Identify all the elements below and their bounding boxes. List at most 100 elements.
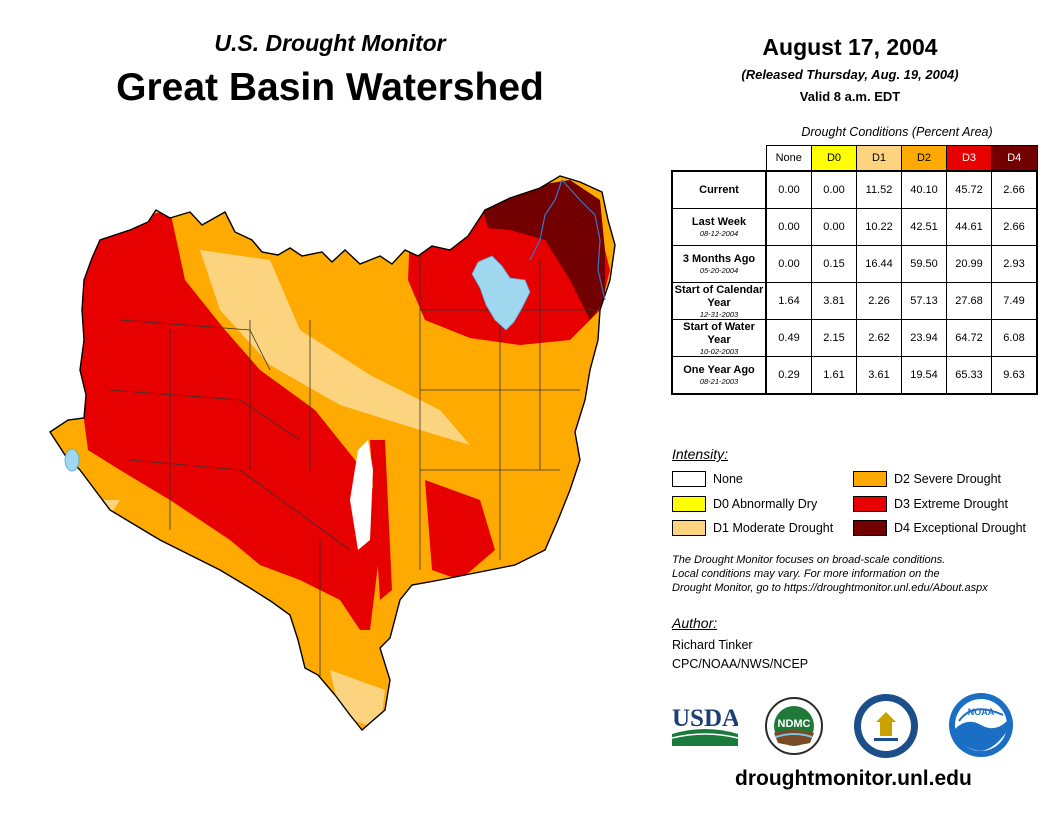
col-header-d4: D4 <box>991 145 1038 172</box>
legend-label: D1 Moderate Drought <box>713 521 834 535</box>
ndmc-logo: NDMC <box>765 697 823 755</box>
row-label: One Year Ago <box>683 364 755 376</box>
legend-item-d3: D3 Extreme Drought <box>853 496 1008 512</box>
table-row: 3 Months Ago 05-20-2004 0.00 0.15 16.44 5… <box>671 245 1038 283</box>
legend-label: D0 Abnormally Dry <box>713 497 818 511</box>
table-cell: 19.54 <box>901 356 947 395</box>
table-cell: 65.33 <box>946 356 992 395</box>
table-cell: 2.66 <box>991 208 1038 246</box>
noaa-logo: NOAA <box>949 693 1013 757</box>
table-cell: 57.13 <box>901 282 947 320</box>
col-header-d1: D1 <box>856 145 902 172</box>
table-row: Start of Calendar Year 12-31-2003 1.64 3.… <box>671 282 1038 320</box>
row-label: Last Week <box>691 216 747 228</box>
table-row: Current 0.00 0.00 11.52 40.10 45.72 2.66 <box>671 170 1038 209</box>
col-header-d3: D3 <box>946 145 992 172</box>
table-cell: 0.00 <box>765 170 812 209</box>
legend-label: D4 Exceptional Drought <box>894 521 1027 535</box>
table-row: One Year Ago 08-21-2003 0.29 1.61 3.61 19… <box>671 356 1038 395</box>
table-cell: 0.00 <box>765 245 812 283</box>
intensity-legend-title: Intensity: <box>672 446 729 462</box>
table-cell: 20.99 <box>946 245 992 283</box>
table-cell: 45.72 <box>946 170 992 209</box>
author-name: Richard Tinker <box>672 638 753 652</box>
table-cell: 27.68 <box>946 282 992 320</box>
table-cell: 10.22 <box>856 208 902 246</box>
row-label: Start of Calendar Year <box>674 283 764 309</box>
table-cell: 16.44 <box>856 245 902 283</box>
legend-swatch <box>853 471 887 487</box>
legend-swatch <box>853 496 887 512</box>
conditions-title: Drought Conditions (Percent Area) <box>801 125 993 139</box>
table-cell: 0.00 <box>811 208 857 246</box>
table-cell: 11.52 <box>856 170 902 209</box>
great-basin-drought-map <box>49 175 616 732</box>
row-date: 10-02-2003 <box>699 346 739 356</box>
table-cell: 2.93 <box>991 245 1038 283</box>
legend-swatch <box>853 520 887 536</box>
disclaimer-note: The Drought Monitor focuses on broad-sca… <box>672 553 1042 595</box>
legend-label: D2 Severe Drought <box>894 472 1002 486</box>
table-cell: 2.26 <box>856 282 902 320</box>
legend-swatch <box>672 471 706 487</box>
row-label: Start of Water Year <box>683 320 755 346</box>
table-cell: 44.61 <box>946 208 992 246</box>
legend-item-d2: D2 Severe Drought <box>853 471 1001 487</box>
website-link[interactable]: droughtmonitor.unl.edu <box>735 767 972 790</box>
table-cell: 59.50 <box>901 245 947 283</box>
table-cell: 3.61 <box>856 356 902 395</box>
drought-conditions-table: None D0 D1 D2 D3 D4 Current 0.00 0.00 11… <box>671 145 1038 395</box>
noaa-logo-text: NOAA <box>968 707 995 717</box>
table-row: Start of Water Year 10-02-2003 0.49 2.15 … <box>671 319 1038 357</box>
table-cell: 64.72 <box>946 319 992 357</box>
table-row: Last Week 08-12-2004 0.00 0.00 10.22 42.5… <box>671 208 1038 246</box>
table-cell: 3.81 <box>811 282 857 320</box>
legend-swatch <box>672 496 706 512</box>
legend-item-d1: D1 Moderate Drought <box>672 520 833 536</box>
map-title: Great Basin Watershed <box>116 66 544 109</box>
row-date: 12-31-2003 <box>699 309 739 319</box>
author-title: Author: <box>672 615 718 631</box>
col-header-d2: D2 <box>901 145 947 172</box>
table-cell: 0.00 <box>811 170 857 209</box>
note-line: Drought Monitor, go to https://droughtmo… <box>672 582 988 594</box>
table-cell: 2.62 <box>856 319 902 357</box>
legend-label: None <box>713 472 743 486</box>
note-line: Local conditions may vary. For more info… <box>672 568 940 580</box>
release-date: (Released Thursday, Aug. 19, 2004) <box>741 67 959 82</box>
map-date: August 17, 2004 <box>762 34 938 60</box>
col-header-d0: D0 <box>811 145 857 172</box>
commerce-seal-logo <box>854 694 918 758</box>
col-header-none: None <box>765 145 812 172</box>
legend-item-none: None <box>672 471 743 487</box>
valid-time: Valid 8 a.m. EDT <box>799 89 901 104</box>
row-date: 08-21-2003 <box>699 377 739 386</box>
legend-item-d0: D0 Abnormally Dry <box>672 496 817 512</box>
table-cell: 1.64 <box>765 282 812 320</box>
usda-logo: USDA <box>672 705 738 746</box>
table-cell: 9.63 <box>991 356 1038 395</box>
author-org: CPC/NOAA/NWS/NCEP <box>672 657 809 671</box>
legend-label: D3 Extreme Drought <box>894 497 1008 511</box>
table-cell: 40.10 <box>901 170 947 209</box>
table-cell: 2.15 <box>811 319 857 357</box>
row-label: 3 Months Ago <box>682 253 756 265</box>
legend-item-d4: D4 Exceptional Drought <box>853 520 1026 536</box>
note-line: The Drought Monitor focuses on broad-sca… <box>672 554 946 566</box>
row-date: 08-12-2004 <box>699 229 739 238</box>
row-label: Current <box>699 183 739 196</box>
ndmc-logo-text: NDMC <box>778 718 811 730</box>
row-date: 05-20-2004 <box>699 266 739 275</box>
table-cell: 42.51 <box>901 208 947 246</box>
legend-swatch <box>672 520 706 536</box>
table-cell: 6.08 <box>991 319 1038 357</box>
map-subtitle: U.S. Drought Monitor <box>214 30 446 56</box>
table-cell: 1.61 <box>811 356 857 395</box>
table-cell: 0.29 <box>765 356 812 395</box>
table-cell: 7.49 <box>991 282 1038 320</box>
table-cell: 2.66 <box>991 170 1038 209</box>
table-cell: 0.49 <box>765 319 812 357</box>
table-cell: 23.94 <box>901 319 947 357</box>
usda-logo-text: USDA <box>672 705 738 732</box>
table-cell: 0.00 <box>765 208 812 246</box>
